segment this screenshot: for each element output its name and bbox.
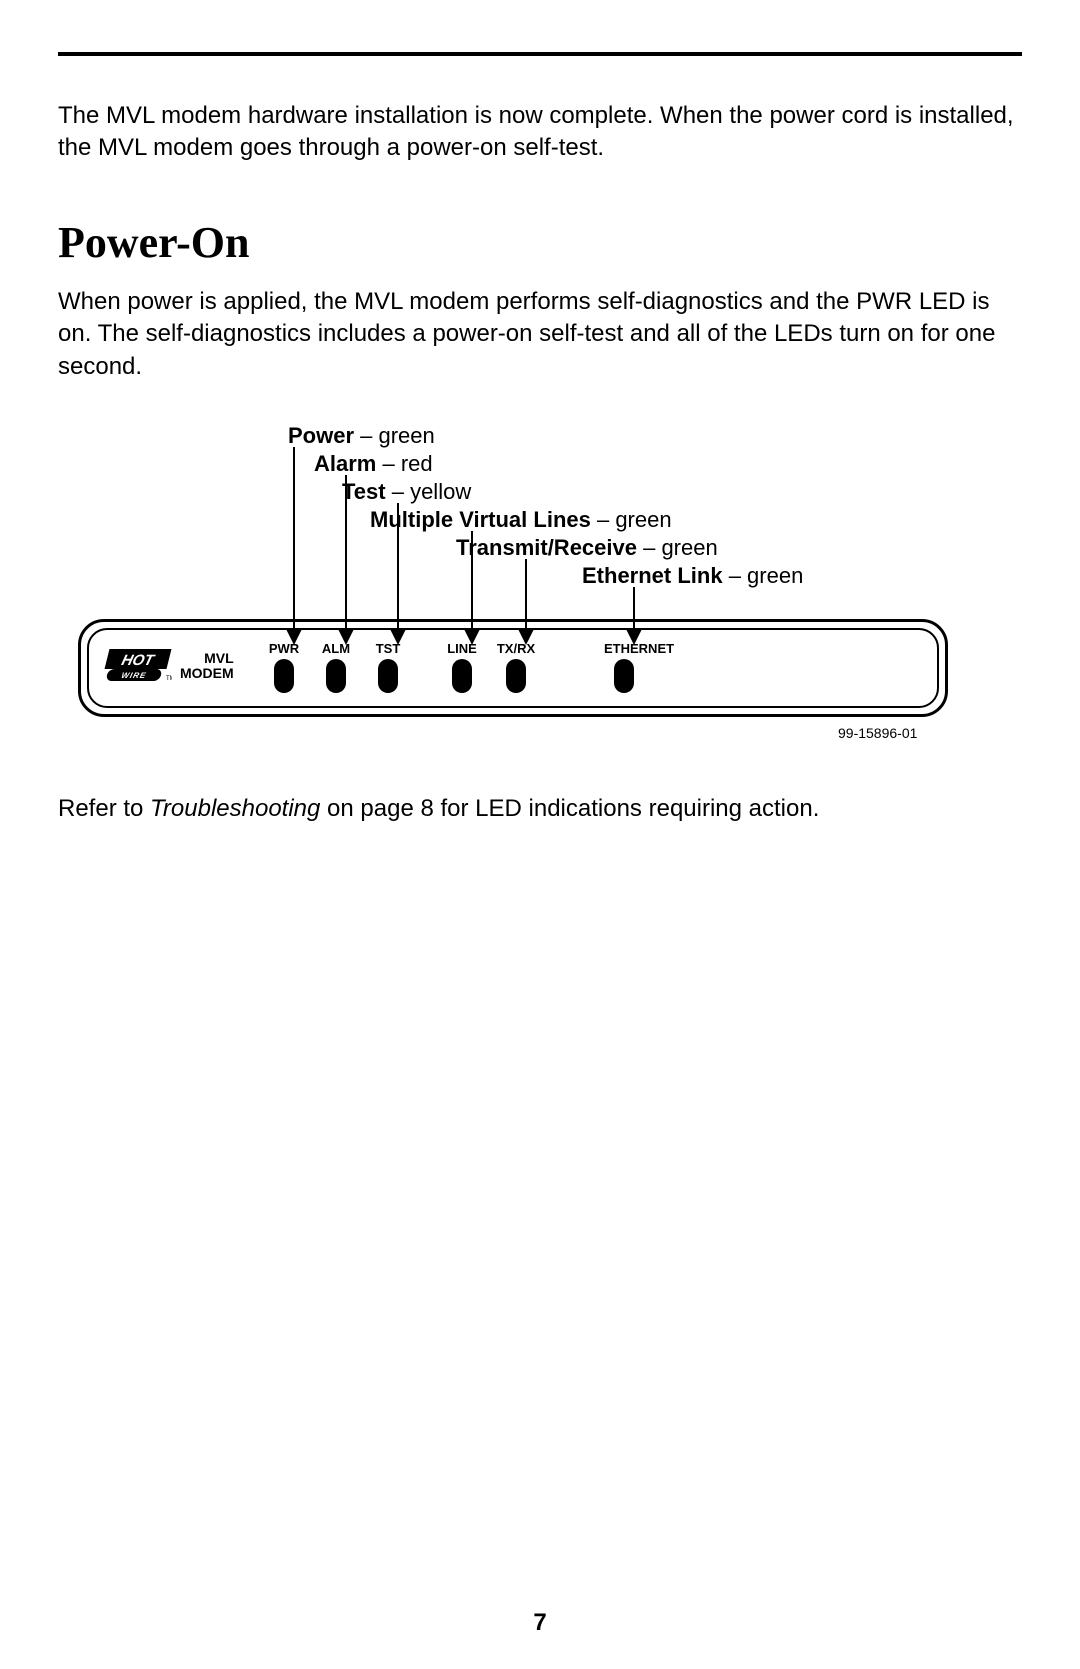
led-indicator-0 <box>274 659 294 693</box>
callout-bold-0: Power <box>288 423 354 448</box>
led-tx-rx: TX/RX <box>496 641 536 693</box>
ref-suffix: on page 8 for LED indications requiring … <box>320 795 819 822</box>
led-label-1: ALM <box>316 641 356 656</box>
reference-paragraph: Refer to Troubleshooting on page 8 for L… <box>58 793 1022 825</box>
callout-bold-5: Ethernet Link <box>582 563 723 588</box>
callout-rest-0: – green <box>354 423 435 448</box>
led-indicator-4 <box>506 659 526 693</box>
led-label-5: ETHERNET <box>604 641 644 656</box>
mvl-line2: MODEM <box>180 666 234 681</box>
callout-2: Test – yellow <box>342 479 471 505</box>
led-indicator-2 <box>378 659 398 693</box>
intro-paragraph: The MVL modem hardware installation is n… <box>58 100 1022 165</box>
led-line: LINE <box>442 641 482 693</box>
top-horizontal-rule <box>58 52 1022 56</box>
callout-bold-4: Transmit/Receive <box>456 535 637 560</box>
modem-diagram: Power – greenAlarm – redTest – yellowMul… <box>58 423 1022 753</box>
led-label-2: TST <box>368 641 408 656</box>
led-tst: TST <box>368 641 408 693</box>
callout-3: Multiple Virtual Lines – green <box>370 507 672 533</box>
led-label-0: PWR <box>264 641 304 656</box>
callout-5: Ethernet Link – green <box>582 563 803 589</box>
ref-italic: Troubleshooting <box>150 795 320 822</box>
section-heading-power-on: Power-On <box>58 217 1022 268</box>
led-label-4: TX/RX <box>496 641 536 656</box>
callout-bold-2: Test <box>342 479 386 504</box>
hotwire-logo-icon: HOT WIRE TM <box>100 647 172 685</box>
ref-prefix: Refer to <box>58 795 150 822</box>
led-indicator-1 <box>326 659 346 693</box>
logo-brand-bottom: WIRE <box>120 671 147 680</box>
callout-rest-2: – yellow <box>386 479 472 504</box>
callout-rest-5: – green <box>723 563 804 588</box>
diagram-document-number: 99-15896-01 <box>838 725 917 741</box>
callout-bold-3: Multiple Virtual Lines <box>370 507 591 532</box>
callout-4: Transmit/Receive – green <box>456 535 718 561</box>
callout-arrows <box>58 423 1080 773</box>
page-number: 7 <box>0 1609 1080 1637</box>
callout-rest-1: – red <box>376 451 432 476</box>
callout-0: Power – green <box>288 423 435 449</box>
led-ethernet: ETHERNET <box>604 641 644 693</box>
led-label-3: LINE <box>442 641 482 656</box>
led-alm: ALM <box>316 641 356 693</box>
body-paragraph: When power is applied, the MVL modem per… <box>58 286 1022 383</box>
led-indicator-5 <box>614 659 634 693</box>
modem-logo-block: HOT WIRE TM MVL MODEM <box>100 647 234 685</box>
logo-brand-top: HOT <box>120 652 157 669</box>
callout-bold-1: Alarm <box>314 451 376 476</box>
mvl-modem-label: MVL MODEM <box>180 651 234 680</box>
logo-tm: TM <box>166 676 172 682</box>
mvl-line1: MVL <box>180 651 234 666</box>
callout-rest-4: – green <box>637 535 718 560</box>
led-indicator-3 <box>452 659 472 693</box>
callout-1: Alarm – red <box>314 451 433 477</box>
led-pwr: PWR <box>264 641 304 693</box>
callout-rest-3: – green <box>591 507 672 532</box>
